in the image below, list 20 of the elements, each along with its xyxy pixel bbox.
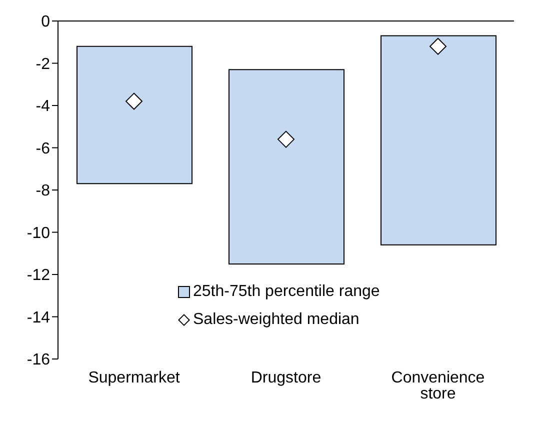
y-tick-label: -2 — [36, 56, 50, 73]
bar — [76, 46, 192, 184]
y-tick-label: -16 — [26, 352, 50, 369]
y-tick-label: -6 — [36, 140, 50, 158]
y-tick-label: -14 — [26, 309, 50, 326]
x-tick-label: Supermarket — [88, 369, 180, 386]
bar — [228, 69, 344, 264]
x-tick-label: Drugstore — [250, 369, 322, 386]
point — [430, 38, 446, 55]
y-tick-label: 0 — [41, 14, 50, 31]
y-tick-label: -4 — [36, 98, 50, 116]
y-tick-label: -10 — [26, 224, 50, 242]
y-tick-label: -8 — [36, 182, 50, 200]
point — [126, 92, 142, 110]
x-tick-label: Convenience store — [391, 369, 485, 402]
y-tick-label: -12 — [26, 267, 50, 284]
legend-label: Sales-weighted median — [193, 311, 360, 329]
bar — [380, 35, 496, 246]
legend-label: 25th-75th percentile range — [193, 283, 380, 301]
point — [278, 130, 294, 148]
